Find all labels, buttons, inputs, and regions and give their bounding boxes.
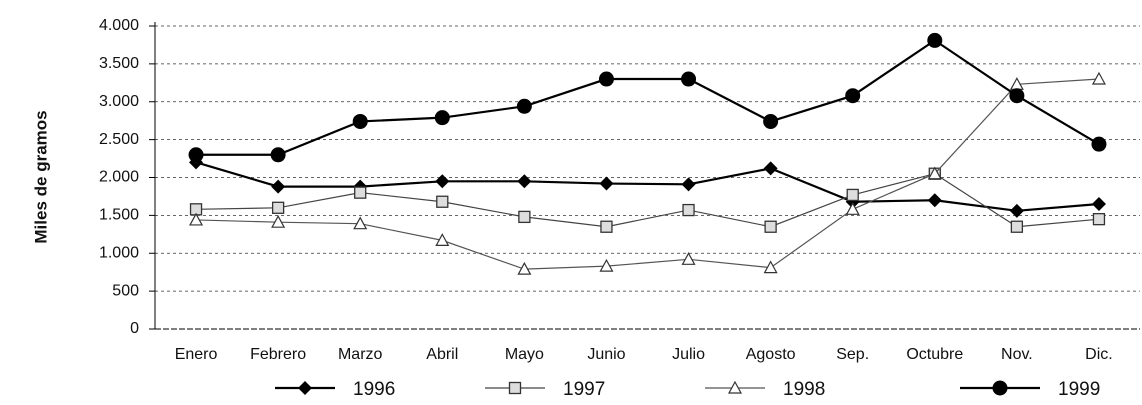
- data-point: [764, 220, 777, 233]
- x-tick-label: Sep.: [836, 346, 869, 363]
- x-tick-label: Febrero: [250, 346, 306, 363]
- data-point: [352, 113, 368, 129]
- legend-marker: [508, 381, 522, 395]
- legend-marker: [992, 380, 1008, 396]
- y-tick-label: 1.000: [99, 244, 139, 261]
- series-line: [196, 39, 1100, 156]
- y-tick-label: 3.000: [99, 93, 139, 110]
- y-axis-label: Miles de gramos: [31, 110, 50, 243]
- data-point: [517, 261, 532, 275]
- data-point: [271, 201, 285, 214]
- x-tick-label: Enero: [175, 346, 218, 363]
- data-point: [518, 210, 531, 224]
- legend-marker: [727, 380, 743, 394]
- data-point: [1091, 71, 1106, 85]
- data-point: [436, 195, 449, 208]
- data-point: [270, 147, 286, 163]
- data-point: [1091, 136, 1107, 152]
- y-tick-label: 0: [130, 320, 139, 337]
- y-tick-label: 4.000: [99, 17, 139, 34]
- data-point: [435, 233, 450, 246]
- data-point: [1009, 203, 1024, 218]
- x-tick-label: Nov.: [1001, 346, 1033, 363]
- data-point: [845, 88, 861, 104]
- data-point: [599, 258, 614, 272]
- data-point: [435, 174, 450, 189]
- data-point: [763, 113, 779, 129]
- data-point: [599, 176, 614, 191]
- data-point: [600, 220, 613, 233]
- data-point: [927, 32, 943, 48]
- y-tick-label: 2.500: [99, 131, 139, 148]
- data-point: [271, 179, 286, 194]
- data-point: [927, 193, 942, 208]
- series-line: [196, 173, 1100, 228]
- data-point: [681, 252, 696, 265]
- series-line: [195, 161, 1100, 212]
- data-point: [598, 71, 614, 87]
- data-point: [845, 202, 860, 215]
- y-tick-label: 1.500: [99, 207, 139, 224]
- data-point: [1092, 213, 1106, 226]
- data-point: [681, 71, 697, 87]
- legend-label: 1999: [1058, 379, 1100, 400]
- data-point: [846, 188, 859, 202]
- data-point: [682, 203, 695, 217]
- y-tick-label: 500: [112, 282, 139, 299]
- series-line: [196, 78, 1099, 270]
- data-point: [681, 177, 696, 192]
- data-point: [763, 161, 778, 176]
- legend-marker: [298, 381, 312, 395]
- data-point: [434, 110, 450, 126]
- x-tick-label: Abril: [426, 346, 458, 363]
- data-point: [763, 260, 778, 274]
- data-point: [271, 214, 286, 228]
- data-point: [353, 216, 368, 230]
- data-point: [1091, 197, 1106, 212]
- data-point: [516, 98, 532, 114]
- legend-label: 1997: [563, 379, 605, 400]
- x-tick-label: Dic.: [1085, 346, 1113, 363]
- data-point: [1009, 88, 1025, 104]
- x-tick-label: Octubre: [906, 346, 963, 363]
- data-point: [1010, 220, 1024, 233]
- x-tick-label: Agosto: [746, 346, 796, 363]
- y-tick-label: 3.500: [99, 55, 139, 72]
- data-point: [517, 174, 532, 189]
- legend-label: 1996: [353, 379, 395, 400]
- legend-label: 1998: [783, 379, 825, 400]
- x-tick-label: Marzo: [338, 346, 383, 363]
- x-tick-label: Julio: [672, 346, 705, 363]
- y-tick-label: 2.000: [99, 169, 139, 186]
- data-point: [189, 212, 204, 226]
- x-tick-label: Junio: [587, 346, 625, 363]
- data-point: [188, 147, 204, 163]
- x-tick-label: Mayo: [505, 346, 544, 363]
- data-point: [927, 166, 942, 180]
- data-point: [354, 186, 367, 199]
